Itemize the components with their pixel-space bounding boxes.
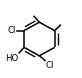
Text: Cl: Cl: [46, 61, 54, 70]
Text: HO: HO: [5, 54, 18, 63]
Text: Cl: Cl: [8, 26, 16, 35]
